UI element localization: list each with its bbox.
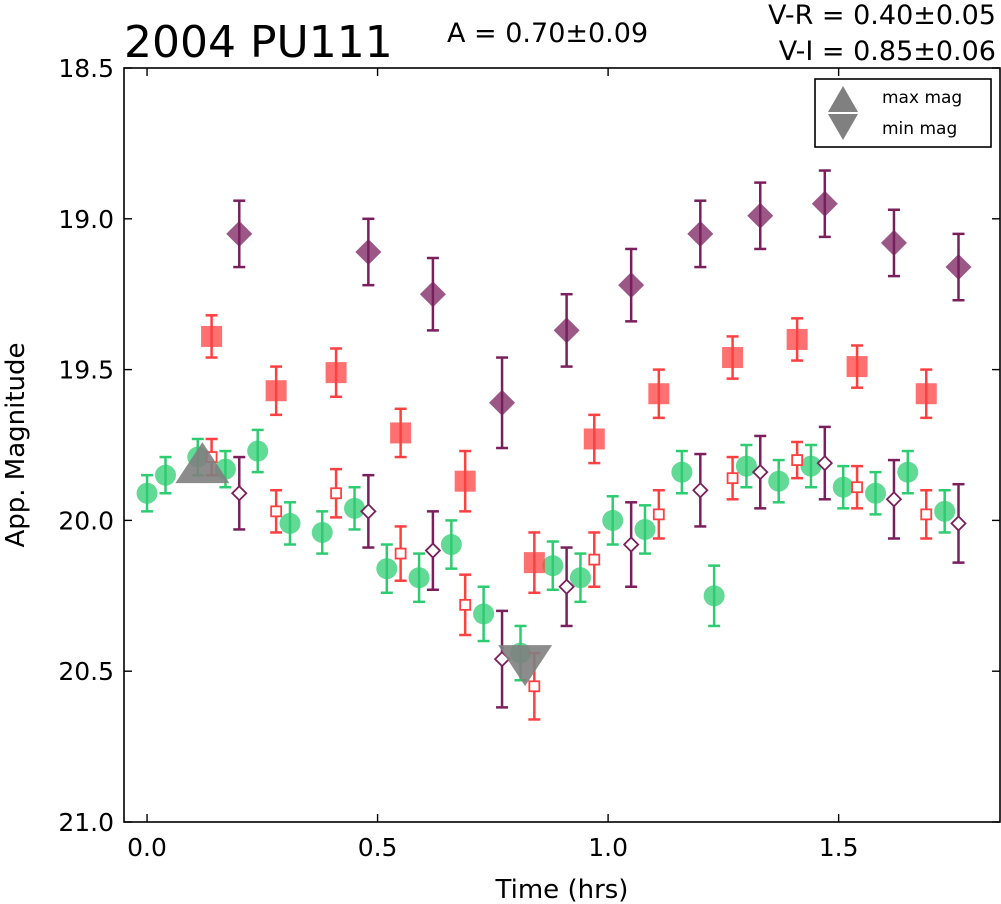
data-point-diamond xyxy=(355,238,382,265)
y-tick-label: 20.5 xyxy=(58,657,114,686)
data-point-circle xyxy=(344,497,366,519)
data-point-square xyxy=(648,383,670,405)
data-point-diamond-open xyxy=(424,542,442,559)
data-point-square xyxy=(325,362,347,384)
v-r-color-annotation: V-R = 0.40±0.05 xyxy=(768,0,996,31)
data-point-diamond xyxy=(618,272,645,299)
data-point-circle xyxy=(440,534,462,556)
data-point-square-open xyxy=(652,508,665,521)
y-tick-label: 19.0 xyxy=(58,205,114,234)
data-point-diamond xyxy=(553,317,580,344)
y-tick-label: 21.0 xyxy=(58,808,114,837)
data-point-circle xyxy=(473,603,495,625)
data-point-diamond-open xyxy=(816,454,834,472)
data-point-diamond-open xyxy=(360,503,377,520)
y-tick-label: 19.5 xyxy=(58,356,114,385)
plot-frame xyxy=(123,67,1001,823)
extrema-markers xyxy=(175,442,553,687)
data-point-diamond-open xyxy=(558,578,575,596)
data-point-diamond xyxy=(419,281,446,308)
data-point-diamond xyxy=(489,389,516,416)
data-point-square xyxy=(786,328,808,350)
axes: 0.0 0.5 1.0 1.5 18.5 19.0 19.5 20.0 20.5 21.0 xyxy=(58,54,1000,862)
data-point-circle xyxy=(542,555,564,577)
data-point-square xyxy=(201,325,223,347)
data-point-square xyxy=(523,552,545,574)
data-point-diamond-open xyxy=(692,481,709,499)
data-point-square-open xyxy=(791,454,804,466)
data-point-square xyxy=(846,356,868,378)
data-point-circle xyxy=(247,440,269,462)
data-point-circle xyxy=(408,567,430,589)
y-tick-label: 18.5 xyxy=(58,54,114,83)
data-point-circle xyxy=(311,521,333,543)
legend-label-min-mag: min mag xyxy=(882,119,957,139)
y-axis-label: App. Magnitude xyxy=(1,342,31,547)
legend: max mag min mag xyxy=(814,78,992,148)
data-point-circle xyxy=(768,470,790,492)
data-point-diamond-open xyxy=(230,484,248,502)
min-mag-marker xyxy=(498,645,553,687)
data-point-square xyxy=(390,422,412,444)
v-i-color-annotation: V-I = 0.85±0.06 xyxy=(779,36,996,67)
data-point-diamond xyxy=(747,202,774,229)
triangle-up-icon xyxy=(828,86,858,112)
data-point-diamond xyxy=(945,254,972,281)
data-point-square-open xyxy=(528,680,541,693)
x-tick-label: 1.5 xyxy=(819,833,859,862)
data-point-diamond xyxy=(880,229,907,256)
data-point-circle xyxy=(602,509,624,531)
data-point-circle xyxy=(703,585,725,607)
data-point-square-open xyxy=(851,481,863,494)
data-point-circle xyxy=(897,461,919,483)
x-axis-label: Time (hrs) xyxy=(495,875,629,904)
data-point-square xyxy=(265,380,287,402)
data-point-square-open xyxy=(394,547,407,560)
y-tick-label: 20.0 xyxy=(58,506,114,535)
data-point-diamond-open xyxy=(885,491,903,508)
legend-label-max-mag: max mag xyxy=(882,88,962,108)
triangle-down-icon xyxy=(828,114,858,140)
data-point-diamond xyxy=(226,220,253,247)
data-point-diamond-open xyxy=(751,463,769,481)
chart-title: 2004 PU111 xyxy=(124,17,393,68)
data-point-circle xyxy=(934,500,956,522)
data-point-circle xyxy=(865,482,887,504)
data-point-circle xyxy=(671,461,693,483)
data-points xyxy=(136,169,972,721)
data-point-circle xyxy=(634,518,656,540)
data-point-circle xyxy=(569,567,591,589)
data-point-square-open xyxy=(330,487,342,500)
x-tick-label: 1.0 xyxy=(588,833,628,862)
x-tick-label: 0.0 xyxy=(127,833,167,862)
data-point-diamond-open xyxy=(622,536,640,553)
data-point-circle xyxy=(832,476,854,498)
data-point-square xyxy=(454,470,476,492)
amplitude-annotation: A = 0.70±0.09 xyxy=(447,18,648,49)
data-point-circle xyxy=(376,558,398,580)
data-point-diamond-open xyxy=(950,515,967,532)
data-point-square-open xyxy=(726,472,739,485)
data-point-square-open xyxy=(920,508,933,521)
data-point-square xyxy=(915,383,937,405)
max-mag-marker xyxy=(175,442,230,484)
x-tick-label: 0.5 xyxy=(358,833,398,862)
data-point-diamond xyxy=(687,220,714,247)
data-point-circle xyxy=(154,464,176,486)
data-point-circle xyxy=(800,455,822,477)
data-point-square-open xyxy=(459,598,472,611)
data-point-circle xyxy=(136,482,158,504)
data-point-circle xyxy=(279,512,301,534)
data-point-square xyxy=(722,347,744,369)
data-point-diamond xyxy=(811,190,838,217)
data-point-square-open xyxy=(588,553,601,566)
data-point-square-open xyxy=(270,505,283,518)
data-point-square xyxy=(583,428,605,450)
data-point-circle xyxy=(735,455,757,477)
